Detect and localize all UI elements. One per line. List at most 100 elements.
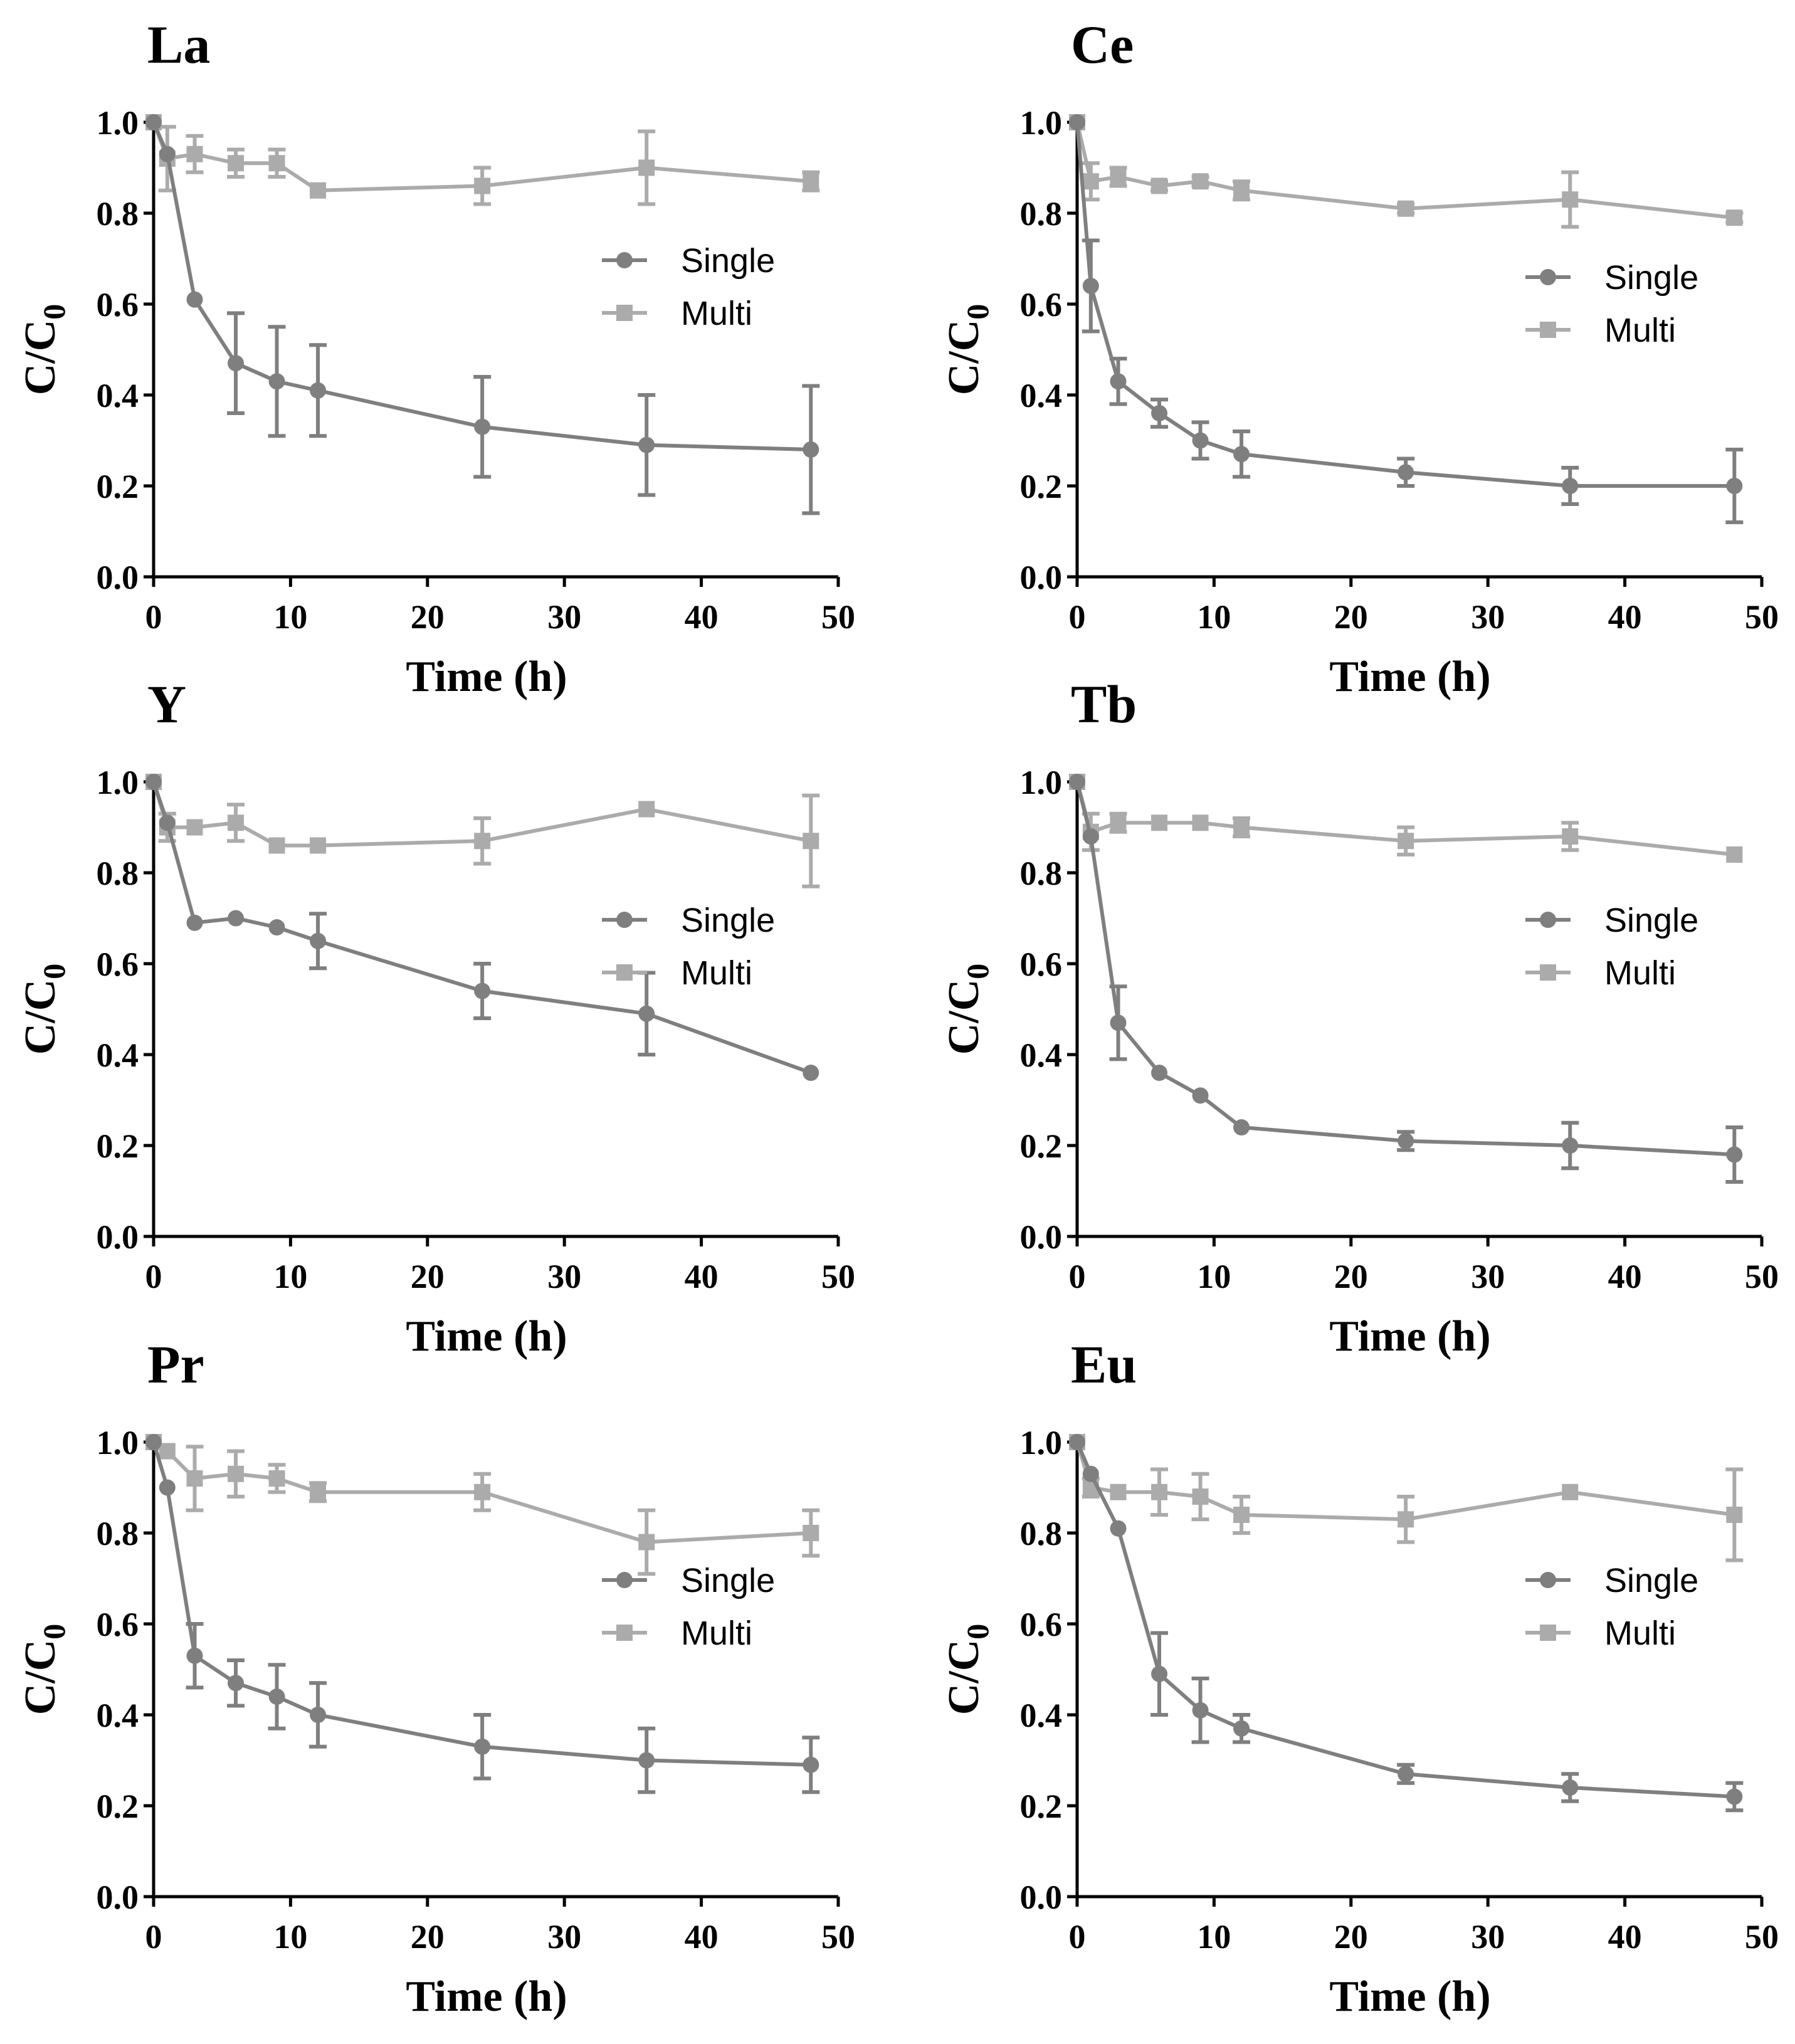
legend-item-single: Single: [602, 1562, 775, 1599]
y-axis-title-main: C/C: [16, 1640, 65, 1715]
series-single: [145, 1434, 820, 1794]
data-point: [145, 774, 162, 790]
data-point: [1562, 191, 1579, 208]
y-tick-label: 0.2: [1020, 468, 1063, 505]
data-point: [1082, 173, 1099, 190]
data-point: [1069, 774, 1085, 790]
data-point: [1233, 1507, 1250, 1523]
data-point: [186, 1647, 203, 1664]
x-tick-label: 10: [273, 1258, 307, 1295]
data-point: [228, 1675, 245, 1692]
data-point: [638, 436, 655, 453]
x-tick-label: 30: [547, 1258, 581, 1295]
data-point: [1562, 1483, 1579, 1500]
y-axis-title-main: C/C: [16, 320, 65, 396]
series-multi: [145, 114, 820, 206]
data-point: [186, 1470, 203, 1487]
panel-tb: Tb 0 10 20 30 40 50 0.0 0.2 0.4 0.6 0.8 1.0 Time (h) C…: [940, 674, 1779, 1361]
legend-label: Single: [1604, 902, 1698, 939]
data-point: [1192, 814, 1209, 831]
legend-label: Multi: [1604, 954, 1676, 992]
x-tick-label: 20: [1334, 1258, 1368, 1295]
panel-title: Y: [147, 674, 186, 734]
y-tick-label: 0.4: [1020, 1036, 1063, 1074]
y-axis-title: C/C0: [16, 304, 71, 396]
legend-marker: [1540, 269, 1556, 285]
data-point: [310, 382, 327, 399]
data-point: [268, 1688, 285, 1705]
y-tick-label: 1.0: [1020, 1424, 1063, 1462]
y-tick-label: 1.0: [1020, 104, 1063, 142]
data-point: [228, 155, 245, 172]
legend-marker: [616, 964, 633, 981]
series-multi: [1069, 774, 1743, 863]
series-multi: [145, 774, 820, 888]
legend-marker: [1540, 1625, 1556, 1641]
data-point: [1151, 814, 1168, 831]
data-point: [803, 1065, 819, 1081]
data-point: [1233, 182, 1250, 199]
x-tick-label: 10: [1197, 598, 1231, 636]
series-multi: [145, 1434, 820, 1576]
x-axis-title: Time (h): [406, 1312, 567, 1361]
y-axis-title-subscript: 0: [36, 1624, 71, 1640]
x-axis-title: Time (h): [406, 653, 567, 701]
x-tick-label: 40: [1608, 1258, 1642, 1295]
y-axis-title-subscript: 0: [960, 964, 995, 979]
y-tick-label: 0.2: [1020, 1127, 1063, 1165]
data-point: [638, 1005, 655, 1022]
y-axis-title-subscript: 0: [36, 964, 71, 979]
panel-ce: Ce 0 10 20 30 40 50 0.0 0.2 0.4 0.6 0.8 1.0 Time (h) C…: [940, 14, 1779, 701]
legend-label: Multi: [681, 295, 752, 332]
y-axis-title: C/C0: [940, 1624, 995, 1715]
x-tick-label: 50: [1745, 1918, 1779, 1956]
data-point: [638, 1534, 655, 1551]
legend-label: Single: [1604, 1562, 1698, 1599]
panel-la: La 0 10 20 30 40 50 0.0 0.2 0.4 0.6 0.8 1.0 Time (h) C…: [16, 14, 855, 701]
y-tick-label: 0.0: [97, 559, 139, 596]
y-tick-label: 0.6: [1020, 1606, 1063, 1643]
x-tick-label: 0: [1069, 598, 1086, 636]
legend-marker: [616, 1625, 633, 1641]
data-point: [803, 833, 819, 850]
data-point: [228, 355, 245, 372]
y-tick-label: 0.6: [97, 286, 139, 324]
data-point: [1192, 1488, 1209, 1505]
legend-marker: [616, 912, 633, 928]
series-single: [1069, 1434, 1744, 1813]
x-tick-label: 20: [411, 598, 445, 636]
y-tick-label: 1.0: [97, 104, 139, 142]
x-axis-title: Time (h): [406, 1973, 567, 2021]
data-point: [1192, 1702, 1209, 1719]
data-point: [1398, 1511, 1414, 1528]
y-tick-label: 0.8: [1020, 1515, 1063, 1552]
y-tick-label: 0.2: [97, 468, 139, 505]
y-tick-label: 0.6: [1020, 286, 1063, 324]
legend-label: Multi: [1604, 1615, 1676, 1652]
legend-item-multi: Multi: [602, 295, 752, 332]
x-tick-label: 50: [821, 1258, 855, 1295]
panel-title: Ce: [1071, 14, 1134, 75]
x-tick-label: 50: [1745, 1258, 1779, 1295]
y-axis-title-main: C/C: [940, 979, 988, 1055]
data-point: [186, 291, 203, 308]
data-point: [1151, 1065, 1168, 1081]
y-axis-title-subscript: 0: [960, 304, 995, 320]
data-point: [1726, 846, 1743, 863]
legend-item-single: Single: [602, 902, 775, 939]
y-tick-label: 0.2: [97, 1127, 139, 1165]
data-point: [310, 837, 327, 854]
legend-item-multi: Multi: [602, 954, 752, 992]
data-point: [1069, 1434, 1085, 1450]
x-tick-label: 50: [821, 598, 855, 636]
data-point: [1151, 177, 1168, 194]
x-axis-title: Time (h): [1329, 1312, 1490, 1361]
y-axis-title: C/C0: [16, 964, 71, 1055]
data-point: [1151, 1483, 1168, 1500]
data-point: [1110, 1483, 1127, 1500]
y-tick-label: 1.0: [97, 1424, 139, 1462]
y-axis-title: C/C0: [940, 304, 995, 396]
x-tick-label: 30: [547, 1918, 581, 1956]
panel-title: Pr: [147, 1334, 204, 1394]
